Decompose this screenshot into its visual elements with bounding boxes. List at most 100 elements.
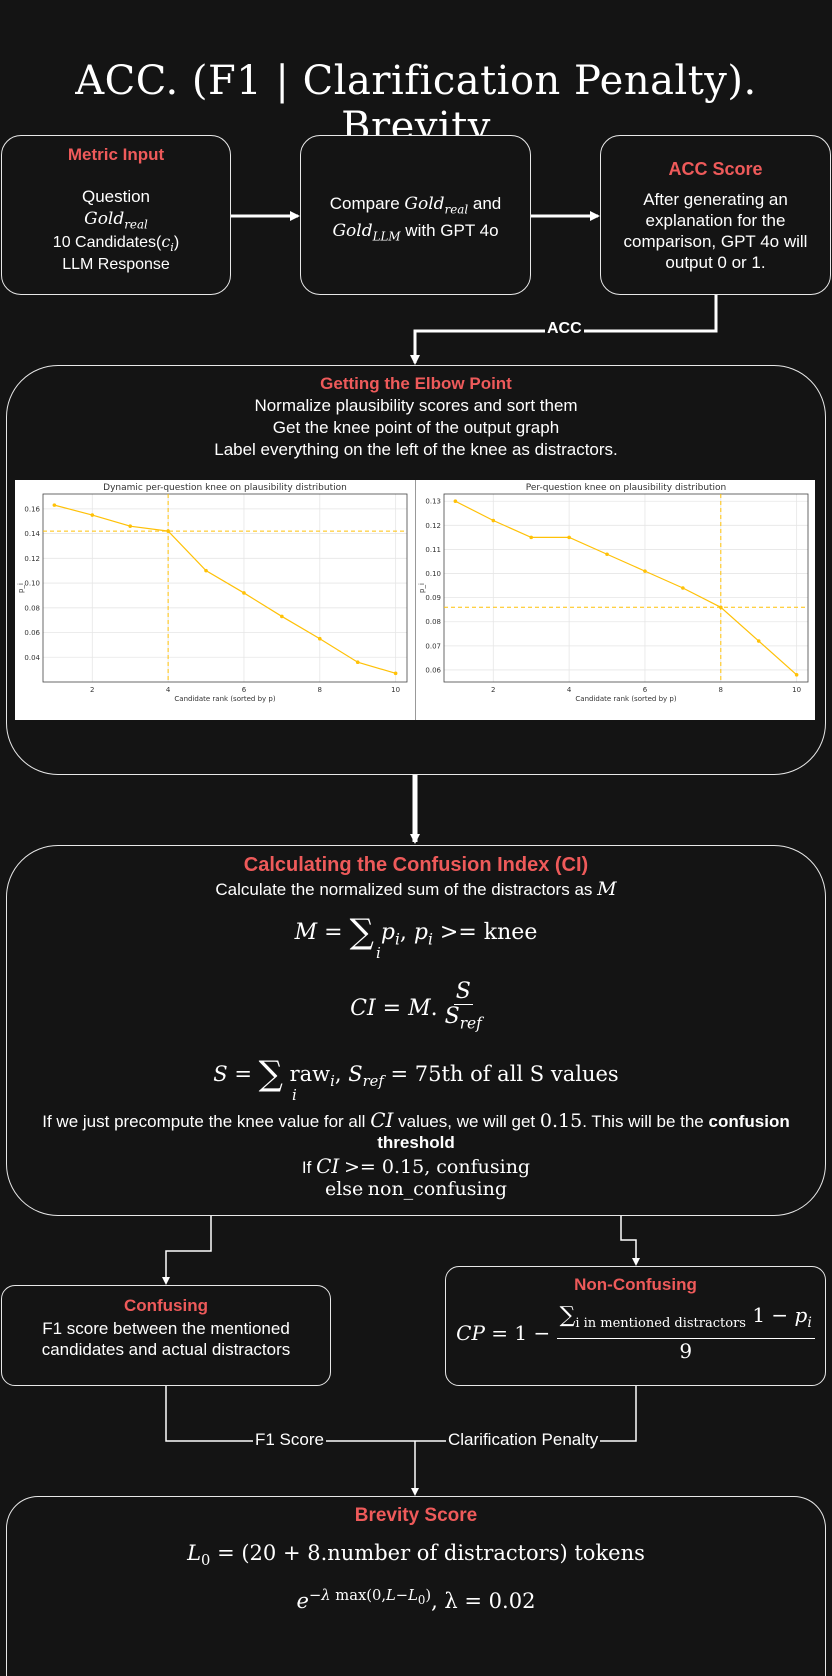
- ci-heading: Calculating the Confusion Index (CI): [243, 854, 589, 876]
- x-tick-label: 10: [792, 686, 801, 694]
- plot-frame: [443, 493, 809, 683]
- y-axis-label: p_i: [418, 583, 426, 593]
- metric-input-heading: Metric Input: [67, 145, 165, 164]
- chart-dynamic-knee: Dynamic per-question knee on plausibilit…: [17, 483, 408, 703]
- x-axis-label: Candidate rank (sorted by p): [174, 695, 275, 703]
- y-tick-label: 0.14: [24, 530, 40, 538]
- title-middle: (F1 | Clarification Penalty).: [191, 58, 757, 104]
- y-axis-label: p_i: [17, 583, 25, 593]
- y-tick-label: 0.10: [24, 580, 40, 588]
- data-point: [567, 535, 571, 540]
- arrow-ci-to-confusing: [162, 1216, 212, 1285]
- formula-m: M = ∑ i pi, pi >= knee: [294, 912, 538, 962]
- data-point: [128, 524, 133, 528]
- y-tick-label: 0.08: [24, 604, 40, 612]
- acc-score-body: After generating an explanation for the …: [623, 190, 808, 272]
- non-confusing-heading: Non-Confusing: [574, 1275, 697, 1294]
- elbow-heading: Getting the Elbow Point: [320, 374, 512, 393]
- x-axis-label: Candidate rank (sorted by p): [575, 695, 676, 703]
- ci-line1: Calculate the normalized sum of the dist…: [215, 878, 617, 900]
- x-tick-label: 8: [719, 686, 723, 694]
- chart-panel-left: Dynamic per-question knee on plausibilit…: [15, 480, 415, 720]
- chart-per-question-knee: Per-question knee on plausibility distri…: [418, 483, 809, 703]
- formula-brevity: e−λ max(0,L−L0), λ = 0.02: [296, 1587, 536, 1614]
- x-tick-label: 2: [491, 686, 495, 694]
- ci-box: Calculating the Confusion Index (CI) Cal…: [6, 845, 826, 1216]
- data-point: [718, 605, 723, 610]
- x-tick-label: 4: [567, 686, 572, 694]
- line-confusing-to-merge: [165, 1386, 415, 1442]
- data-point: [52, 503, 57, 507]
- confusing-heading: Confusing: [123, 1296, 209, 1315]
- series-line: [54, 504, 396, 674]
- elbow-line2: Get the knee point of the output graph: [272, 418, 560, 437]
- chart-title: Dynamic per-question knee on plausibilit…: [103, 483, 347, 493]
- data-point: [756, 639, 761, 643]
- data-point: [529, 535, 534, 540]
- formula-s: S = ∑ i rawi, Sref = 75th of all S values: [213, 1054, 619, 1104]
- x-tick-label: 10: [391, 686, 400, 694]
- title-acc: ACC.: [75, 58, 179, 104]
- metric-input-question: Question: [81, 187, 151, 206]
- ci-else-line: else non_confusing: [324, 1178, 507, 1200]
- y-tick-label: 0.12: [24, 555, 40, 563]
- y-tick-label: 0.10: [425, 570, 441, 578]
- y-tick-label: 0.07: [425, 642, 441, 650]
- non-confusing-box: Non-Confusing CP = 1 − ∑i in mentioned d…: [445, 1266, 826, 1386]
- compare-text: Compare Goldreal and GoldLLM with GPT 4o: [329, 194, 502, 244]
- arrow-ci-to-nonconfusing: [620, 1216, 640, 1266]
- data-point: [242, 591, 246, 595]
- ci-precompute: If we just precompute the knee value for…: [42, 1108, 790, 1153]
- metric-input-llm-response: LLM Response: [62, 255, 170, 273]
- series-line: [455, 500, 798, 676]
- data-point: [317, 636, 322, 641]
- acc-score-heading: ACC Score: [668, 159, 763, 179]
- x-tick-label: 2: [90, 686, 94, 694]
- formula-ci: CI = M. S Sref: [350, 979, 482, 1033]
- metric-input-box: Metric Input Question Goldreal 10 Candid…: [1, 135, 231, 295]
- x-tick-label: 8: [318, 686, 322, 694]
- data-point: [280, 614, 284, 619]
- elbow-line1: Normalize plausibility scores and sort t…: [254, 396, 578, 415]
- data-point: [681, 586, 685, 590]
- data-point: [393, 671, 398, 676]
- elbow-line3: Label everything on the left of the knee…: [214, 440, 618, 459]
- formula-l0: L0 = (20 + 8.number of distractors) toke…: [187, 1541, 645, 1570]
- metric-input-candidates: 10 Candidates(ci): [52, 232, 180, 255]
- acc-score-box: ACC Score After generating an explanatio…: [600, 135, 831, 295]
- y-tick-label: 0.06: [425, 666, 441, 674]
- x-tick-label: 6: [242, 686, 247, 694]
- data-point: [453, 499, 458, 504]
- data-point: [90, 513, 95, 517]
- compare-box: Compare Goldreal and GoldLLM with GPT 4o: [300, 135, 531, 295]
- confusing-box: Confusing F1 score between the mentioned…: [1, 1285, 331, 1386]
- x-tick-label: 4: [166, 686, 171, 694]
- y-tick-label: 0.11: [425, 546, 441, 554]
- page-title: ACC. (F1 | Clarification Penalty). Brevi…: [0, 58, 832, 150]
- chart-panel-right: Per-question knee on plausibility distri…: [415, 480, 815, 720]
- ci-if-line: If CI >= 0.15, confusing: [301, 1154, 531, 1178]
- data-point: [643, 569, 647, 573]
- y-tick-label: 0.09: [425, 594, 441, 602]
- data-point: [355, 660, 360, 665]
- metric-input-gold-real: Goldreal: [84, 209, 148, 232]
- data-point: [166, 529, 170, 533]
- y-tick-label: 0.04: [24, 654, 40, 662]
- y-tick-label: 0.12: [425, 522, 441, 530]
- plot-frame: [42, 493, 408, 683]
- data-point: [491, 518, 496, 523]
- x-tick-label: 6: [643, 686, 648, 694]
- formula-cp: CP = 1 − ∑i in mentioned distractors 1 −…: [446, 1303, 825, 1363]
- chart-title: Per-question knee on plausibility distri…: [526, 483, 727, 493]
- brevity-box: Brevity Score L0 = (20 + 8.number of dis…: [6, 1496, 826, 1676]
- y-tick-label: 0.16: [24, 505, 40, 513]
- edge-f1-label: F1 Score: [253, 1430, 326, 1450]
- data-point: [605, 552, 609, 557]
- y-tick-label: 0.08: [425, 618, 441, 626]
- brevity-heading: Brevity Score: [354, 1505, 478, 1526]
- data-point: [204, 568, 208, 573]
- edge-cp-label: Clarification Penalty: [446, 1430, 601, 1450]
- y-tick-label: 0.06: [24, 629, 40, 637]
- y-tick-label: 0.13: [425, 498, 441, 506]
